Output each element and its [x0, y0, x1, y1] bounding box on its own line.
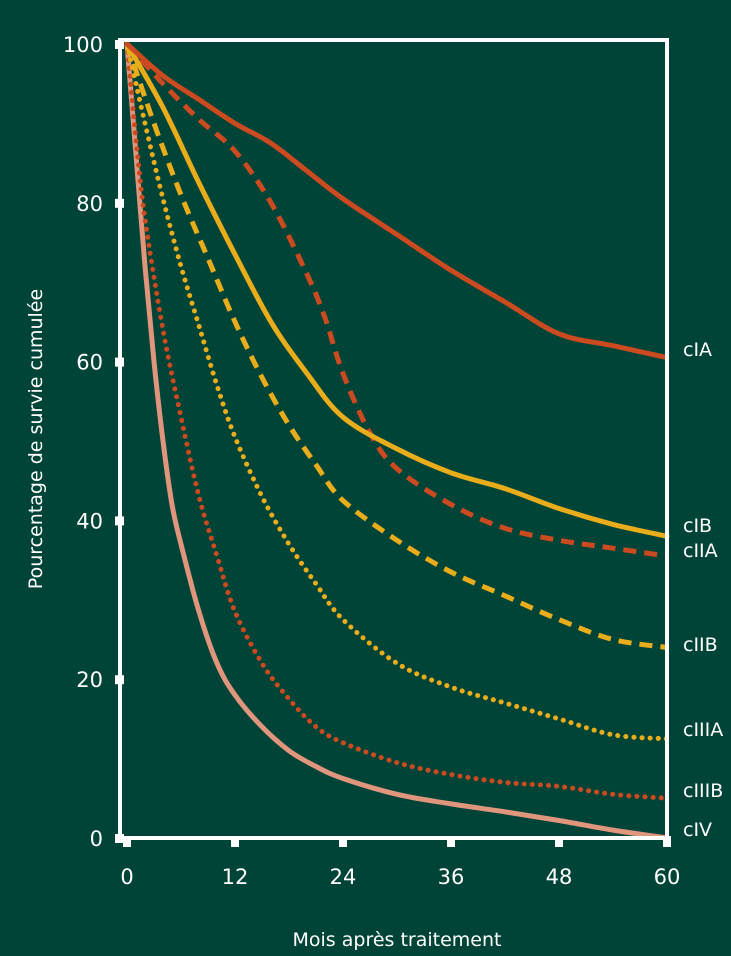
- series-label-cIB: cIB: [683, 515, 712, 537]
- x-axis-title: Mois après traitement: [293, 929, 502, 951]
- series-line-cIIIA: [124, 41, 670, 742]
- y-tick-mark: [115, 834, 124, 843]
- y-tick-label: 80: [76, 192, 103, 216]
- x-tick-mark: [339, 836, 347, 847]
- y-tick-mark: [115, 198, 124, 208]
- x-tick-label: 12: [222, 865, 249, 889]
- y-tick-label: 40: [76, 509, 103, 533]
- x-tick-label: 36: [438, 865, 465, 889]
- y-tick-mark: [115, 357, 124, 367]
- series-line-cIIA: [125, 42, 668, 559]
- series-label-cIV: cIV: [683, 819, 712, 841]
- y-tick-label: 20: [76, 668, 103, 692]
- series-line-cIIIB: [124, 41, 670, 801]
- y-tick-label: 0: [90, 827, 103, 851]
- x-tick-mark: [123, 836, 131, 847]
- x-tick-mark: [555, 836, 563, 847]
- series-line-cIIB: [124, 43, 668, 650]
- x-tick-mark: [231, 836, 239, 847]
- series-layer: [124, 41, 670, 841]
- x-tick-label: 48: [546, 865, 573, 889]
- y-tick-mark: [115, 516, 124, 526]
- x-tick-label: 0: [120, 865, 133, 889]
- y-tick-mark: [115, 40, 124, 49]
- series-label-cIIB: cIIB: [683, 634, 718, 656]
- x-tick-mark: [447, 836, 455, 847]
- y-tick-mark: [115, 675, 124, 685]
- series-label-cIIIB: cIIIB: [683, 780, 723, 802]
- y-axis-title: Pourcentage de survie cumulée: [25, 289, 47, 589]
- series-label-cIIA: cIIA: [683, 540, 718, 562]
- series-label-cIIIA: cIIIA: [683, 719, 723, 741]
- plot-frame: [118, 38, 669, 838]
- x-tick-label: 24: [330, 865, 357, 889]
- series-labels: cIA cIB cIIA cIIB cIIIA cIIIB cIV: [683, 339, 723, 841]
- y-tick-label: 60: [76, 351, 103, 375]
- series-line-cIA: [124, 41, 670, 361]
- series-line-cIV: [124, 41, 670, 841]
- y-tick-label: 100: [63, 33, 103, 57]
- x-tick-label: 60: [654, 865, 681, 889]
- x-tick-mark: [663, 836, 671, 847]
- series-label-cIA: cIA: [683, 339, 712, 361]
- series-line-cIB: [124, 41, 670, 539]
- ticks-layer: 0 20 40 60 80 100 0 12 24 36 48 60: [63, 33, 680, 889]
